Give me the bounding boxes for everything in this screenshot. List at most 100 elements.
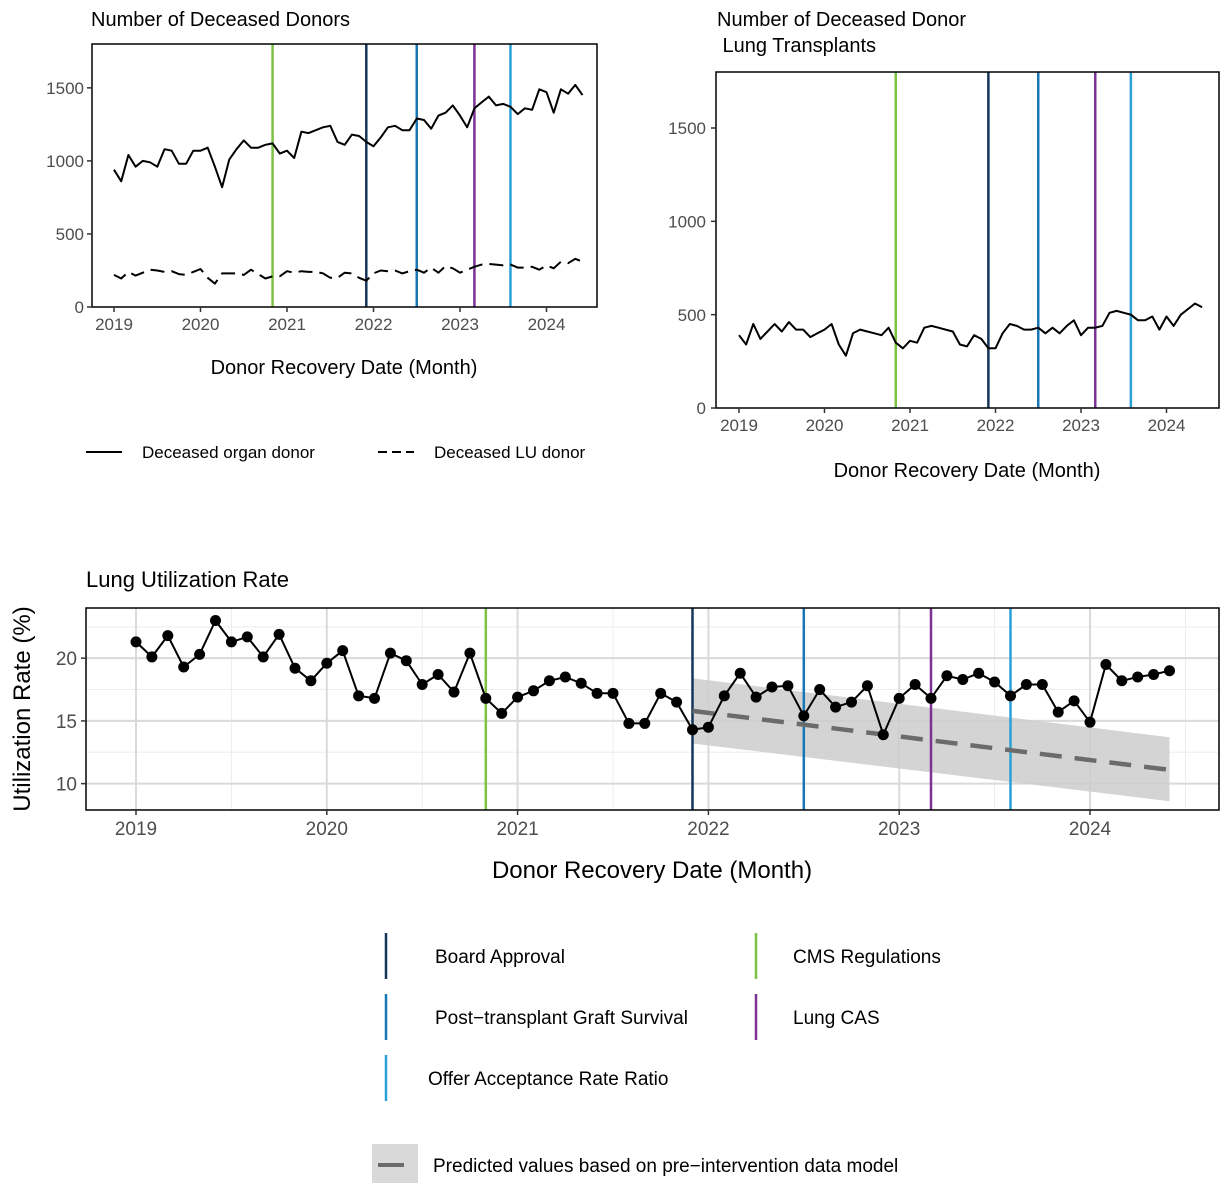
- data-point: [941, 670, 953, 682]
- data-point: [130, 636, 142, 648]
- intervention-lines: [894, 72, 1133, 408]
- legend-label-cms-regulations: CMS Regulations: [793, 947, 941, 968]
- data-point: [384, 647, 396, 659]
- series-group: [113, 83, 584, 285]
- x-axis: 2019 2020 2021 2022 2023 2024: [720, 408, 1185, 435]
- data-point: [1148, 668, 1160, 680]
- data-point: [210, 615, 221, 627]
- data-point: [337, 645, 349, 657]
- data-point: [512, 691, 524, 703]
- data-point: [448, 686, 460, 698]
- prediction-legend: Predicted values based on pre−interventi…: [372, 1144, 898, 1183]
- x-axis: 2019 2020 2021 2022 2023 2024: [95, 307, 565, 334]
- data-point: [830, 701, 842, 713]
- legend-label-graft-survival: Post−transplant Graft Survival: [435, 1008, 688, 1029]
- interventions-legend: Board Approval CMS Regulations Post−tran…: [384, 933, 941, 1101]
- x-tick-label: 2023: [878, 819, 920, 840]
- legend-label-lung-cas: Lung CAS: [793, 1008, 880, 1029]
- x-tick-label: 2022: [355, 315, 393, 334]
- prediction-line: [692, 708, 1170, 773]
- data-point: [814, 684, 826, 696]
- x-tick-label: 2019: [95, 315, 133, 334]
- data-point: [400, 655, 412, 667]
- data-point: [528, 685, 539, 697]
- legend-label-prediction: Predicted values based on pre−interventi…: [433, 1156, 898, 1177]
- data-point: [909, 679, 921, 691]
- data-point: [559, 671, 571, 683]
- data-point: [257, 651, 269, 663]
- donors-legend: Deceased organ donor Deceased LU donor: [86, 443, 586, 462]
- data-point: [1020, 679, 1032, 691]
- data-point: [1164, 665, 1175, 677]
- chart-title-line-2: Lung Transplants: [717, 35, 876, 57]
- data-point: [702, 721, 714, 733]
- data-point: [861, 680, 873, 692]
- x-axis: 2019 2020 2021 2022 2023 2024: [115, 810, 1112, 840]
- y-tick-label: 500: [56, 225, 84, 244]
- data-point: [893, 692, 905, 704]
- x-axis-label: Donor Recovery Date (Month): [211, 357, 478, 379]
- data-point: [369, 692, 380, 704]
- x-tick-label: 2024: [1069, 819, 1112, 840]
- plot-border: [91, 43, 598, 308]
- panel-utilization-rate: Lung Utilization Rate 10 15 20 2019 2020 202…: [9, 567, 1220, 884]
- data-point: [989, 676, 1001, 688]
- x-tick-label: 2024: [528, 315, 566, 334]
- y-axis: 0 500 1000 1500: [46, 79, 92, 317]
- data-point: [305, 675, 317, 687]
- x-tick-label: 2022: [687, 819, 729, 840]
- predicted-trend-line: [692, 708, 1170, 773]
- y-axis: 10 15 20: [56, 649, 86, 795]
- data-point: [1084, 716, 1096, 728]
- panel-lung-transplants: Number of Deceased Donor Lung Transplant…: [668, 9, 1220, 482]
- series-group: [738, 302, 1203, 357]
- data-point: [146, 651, 158, 663]
- x-tick-label: 2021: [891, 416, 929, 435]
- y-axis-label: Utilization Rate (%): [9, 606, 36, 811]
- legend-label-organ-donor: Deceased organ donor: [142, 443, 315, 462]
- y-tick-label: 0: [697, 399, 706, 418]
- data-point: [178, 661, 190, 673]
- data-point: [734, 667, 746, 679]
- data-point: [575, 677, 587, 689]
- data-point: [623, 717, 635, 729]
- data-point: [639, 717, 651, 729]
- data-point: [464, 647, 476, 659]
- data-point: [289, 662, 301, 674]
- x-tick-label: 2024: [1148, 416, 1186, 435]
- x-tick-label: 2021: [496, 819, 538, 840]
- data-point: [718, 690, 730, 702]
- data-point: [353, 690, 365, 702]
- series-line-dashed: [113, 257, 583, 285]
- data-point: [241, 631, 253, 643]
- data-point: [750, 691, 762, 703]
- data-point: [194, 648, 206, 660]
- y-tick-label: 1500: [668, 119, 706, 138]
- data-point: [925, 692, 937, 704]
- x-tick-label: 2020: [182, 315, 220, 334]
- y-tick-label: 15: [56, 712, 77, 733]
- data-point: [1036, 679, 1048, 691]
- y-tick-label: 20: [56, 649, 77, 670]
- intervention-lines: [484, 608, 1012, 810]
- data-point: [655, 687, 667, 699]
- x-tick-label: 2023: [1062, 416, 1100, 435]
- data-point: [162, 630, 174, 642]
- plot-border: [715, 71, 1220, 409]
- y-tick-label: 0: [75, 298, 84, 317]
- data-point: [973, 667, 985, 679]
- data-point: [671, 696, 683, 708]
- data-point: [1068, 695, 1080, 707]
- y-tick-label: 500: [678, 306, 706, 325]
- data-point: [480, 692, 492, 704]
- data-point: [1052, 706, 1064, 718]
- panel-deceased-donors: Number of Deceased Donors 0 500 1000 1500 2…: [46, 9, 598, 462]
- data-point: [766, 681, 778, 693]
- y-tick-label: 1000: [668, 212, 706, 231]
- data-point: [607, 687, 619, 699]
- data-point: [321, 657, 333, 669]
- legend-label-offer-acceptance: Offer Acceptance Rate Ratio: [428, 1069, 668, 1090]
- y-tick-label: 1500: [46, 79, 84, 98]
- data-point: [957, 674, 969, 686]
